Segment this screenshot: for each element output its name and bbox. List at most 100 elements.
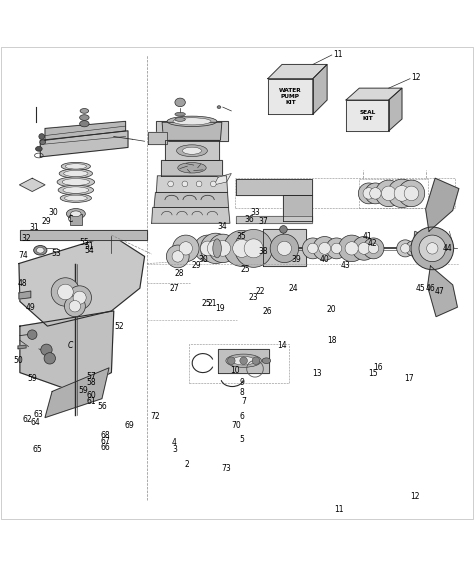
Ellipse shape: [226, 354, 262, 367]
Polygon shape: [389, 88, 402, 131]
Text: 30: 30: [198, 255, 208, 264]
Circle shape: [363, 238, 384, 259]
Polygon shape: [148, 132, 167, 144]
Text: 31: 31: [29, 224, 39, 232]
Polygon shape: [236, 179, 312, 195]
Polygon shape: [19, 291, 31, 299]
Circle shape: [308, 243, 318, 254]
Polygon shape: [428, 266, 457, 316]
Circle shape: [235, 229, 273, 267]
Circle shape: [417, 245, 425, 253]
Polygon shape: [162, 122, 222, 140]
Circle shape: [382, 186, 396, 201]
Text: 28: 28: [174, 270, 184, 279]
Text: 32: 32: [21, 234, 31, 244]
Circle shape: [352, 237, 376, 260]
Circle shape: [363, 188, 374, 199]
Text: 37: 37: [258, 218, 268, 227]
Text: 61: 61: [86, 397, 96, 406]
Text: 39: 39: [292, 255, 301, 264]
Polygon shape: [268, 79, 313, 114]
Ellipse shape: [167, 116, 217, 127]
Text: 47: 47: [435, 286, 445, 295]
Ellipse shape: [176, 145, 207, 157]
Circle shape: [240, 357, 247, 364]
Polygon shape: [18, 345, 26, 349]
Ellipse shape: [59, 169, 92, 178]
Circle shape: [401, 244, 410, 253]
Text: 69: 69: [124, 421, 134, 430]
Polygon shape: [218, 349, 269, 372]
Circle shape: [179, 242, 192, 255]
Ellipse shape: [63, 187, 89, 193]
Polygon shape: [20, 231, 147, 240]
Circle shape: [210, 181, 216, 187]
Text: 67: 67: [100, 437, 110, 446]
Text: 8: 8: [239, 388, 244, 397]
Ellipse shape: [175, 98, 185, 107]
Text: 66: 66: [100, 443, 110, 452]
Text: 59: 59: [27, 374, 37, 383]
Text: 62: 62: [23, 415, 32, 424]
Circle shape: [409, 244, 418, 253]
Text: 36: 36: [244, 215, 254, 224]
Ellipse shape: [173, 118, 211, 125]
Ellipse shape: [60, 194, 91, 202]
Circle shape: [345, 242, 358, 255]
Circle shape: [166, 245, 189, 268]
Circle shape: [419, 235, 446, 262]
Circle shape: [338, 235, 365, 262]
Text: 53: 53: [51, 249, 61, 258]
Ellipse shape: [36, 247, 44, 253]
Circle shape: [182, 181, 188, 187]
Text: 20: 20: [327, 306, 337, 315]
Text: 19: 19: [216, 304, 225, 313]
Circle shape: [215, 241, 230, 256]
Text: 55: 55: [80, 238, 89, 247]
Text: 34: 34: [217, 222, 227, 231]
Circle shape: [27, 330, 37, 340]
Polygon shape: [313, 64, 327, 114]
Text: 12: 12: [411, 73, 420, 82]
Text: 24: 24: [288, 284, 298, 293]
Polygon shape: [156, 176, 228, 193]
Text: 23: 23: [249, 293, 258, 302]
Text: 33: 33: [250, 208, 260, 217]
Circle shape: [370, 188, 381, 199]
Circle shape: [358, 242, 370, 254]
Polygon shape: [268, 64, 327, 79]
Ellipse shape: [66, 208, 85, 219]
Polygon shape: [214, 173, 231, 185]
Text: 52: 52: [115, 321, 124, 331]
Circle shape: [398, 180, 425, 207]
Circle shape: [368, 243, 379, 254]
Text: C: C: [67, 215, 73, 224]
Ellipse shape: [64, 171, 88, 176]
Text: 35: 35: [236, 232, 246, 241]
Ellipse shape: [58, 185, 93, 195]
Circle shape: [172, 251, 183, 262]
Text: 70: 70: [231, 421, 241, 430]
Text: 11: 11: [333, 50, 342, 59]
Ellipse shape: [40, 140, 46, 145]
Polygon shape: [346, 100, 389, 131]
Text: 21: 21: [208, 299, 217, 308]
Circle shape: [404, 186, 419, 201]
Text: 29: 29: [192, 262, 201, 271]
Ellipse shape: [65, 164, 86, 169]
Text: 74: 74: [18, 250, 27, 259]
Circle shape: [196, 181, 202, 187]
Circle shape: [388, 179, 416, 207]
Circle shape: [280, 225, 287, 233]
Text: 18: 18: [327, 336, 337, 345]
Text: 42: 42: [367, 239, 377, 248]
Text: 59: 59: [78, 386, 88, 395]
Text: 49: 49: [26, 303, 36, 312]
Text: 50: 50: [13, 356, 23, 365]
Text: 73: 73: [222, 464, 231, 473]
Circle shape: [168, 181, 173, 187]
Text: 4: 4: [172, 438, 177, 447]
Polygon shape: [45, 121, 126, 140]
Text: 65: 65: [32, 445, 42, 454]
Circle shape: [201, 241, 215, 256]
